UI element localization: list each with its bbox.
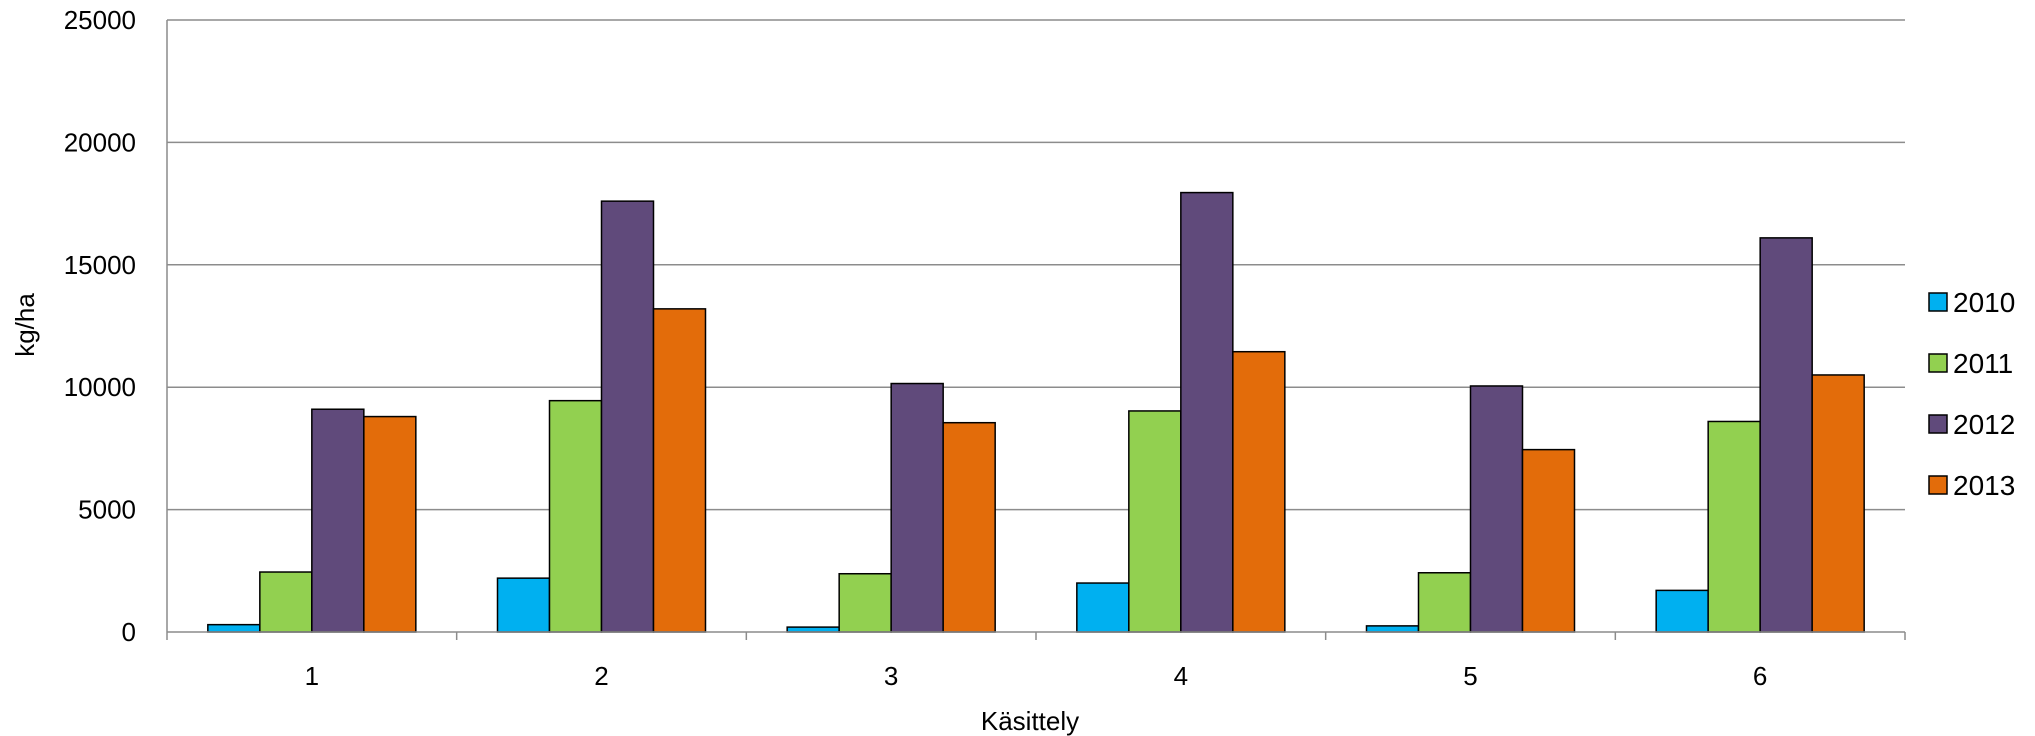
legend: 2010 2011 2012 2013	[1928, 287, 2015, 501]
x-axis-title: Käsittely	[981, 706, 1079, 736]
x-tick-label: 5	[1463, 661, 1477, 691]
x-tick-label: 3	[884, 661, 898, 691]
bar-2010-6	[1655, 589, 1709, 633]
x-tick-label: 4	[1174, 661, 1188, 691]
bar-2012-5	[1469, 385, 1524, 633]
bar-2010-2	[496, 577, 551, 633]
bar-2013-4	[1232, 350, 1286, 633]
legend-label-2011: 2011	[1953, 348, 2013, 379]
legend-swatch-2013	[1928, 475, 1948, 495]
bar-2011-2	[548, 399, 603, 633]
legend-swatch-2012	[1928, 414, 1948, 434]
legend-label-2012: 2012	[1953, 409, 2015, 440]
bar-2010-4	[1076, 582, 1130, 633]
bar-2011-5	[1417, 572, 1472, 633]
bar-2013-1	[363, 415, 417, 633]
y-tick-label: 10000	[64, 372, 136, 402]
bar-2012-1	[311, 408, 365, 633]
bar-2010-5	[1365, 625, 1420, 633]
y-tick-label: 20000	[64, 127, 136, 157]
legend-swatch-2010	[1928, 292, 1948, 312]
x-tick-label: 6	[1753, 661, 1767, 691]
bar-2011-4	[1128, 410, 1182, 633]
bar-2011-6	[1707, 420, 1761, 633]
y-tick-label: 25000	[64, 5, 136, 35]
gridlines	[167, 19, 1905, 511]
bar-2013-5	[1521, 448, 1576, 633]
bar-2013-2	[652, 308, 707, 633]
x-tick-label: 2	[594, 661, 608, 691]
x-axis-ticks: 1 2 3 4 5 6	[166, 632, 1906, 691]
bar-2012-6	[1759, 237, 1813, 633]
bar-2010-1	[207, 623, 261, 633]
legend-label-2013: 2013	[1953, 470, 2015, 501]
legend-swatch-2011	[1928, 353, 1948, 373]
bar-2011-1	[259, 571, 313, 633]
y-tick-label: 5000	[78, 495, 136, 525]
axes	[166, 20, 1905, 633]
y-tick-label: 0	[122, 617, 136, 647]
y-axis-ticks: 0 5000 10000 15000 20000 25000	[64, 5, 136, 647]
bar-2012-3	[890, 382, 944, 633]
bar-2013-6	[1811, 374, 1865, 633]
y-tick-label: 15000	[64, 250, 136, 280]
x-tick-label: 1	[305, 661, 319, 691]
bar-2011-3	[838, 572, 892, 633]
bars	[207, 191, 1865, 633]
bar-2013-3	[942, 421, 996, 633]
bar-2012-2	[600, 200, 655, 633]
bar-2012-4	[1180, 191, 1234, 633]
y-axis-title: kg/ha	[10, 293, 40, 357]
legend-label-2010: 2010	[1953, 287, 2015, 318]
